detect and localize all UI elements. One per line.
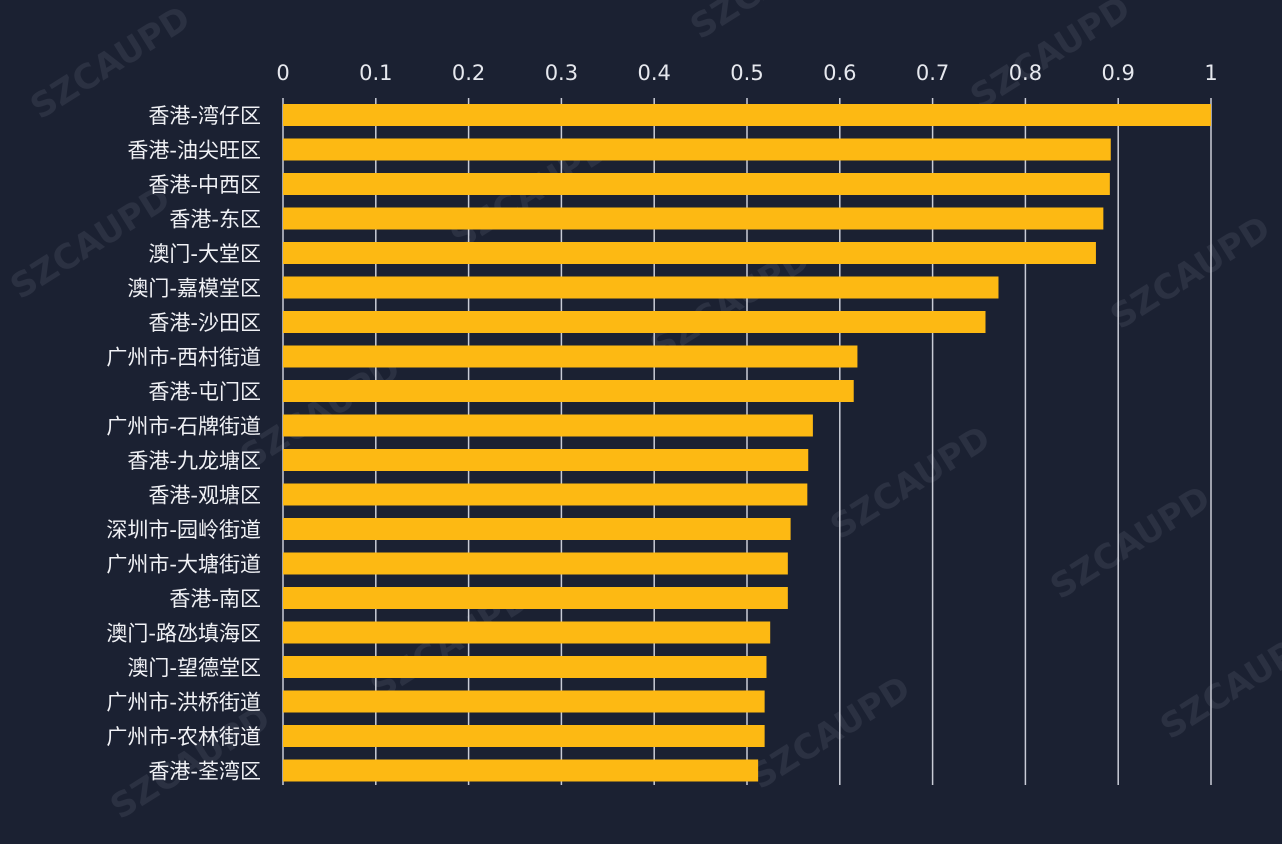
x-tick-label: 0 — [276, 61, 289, 85]
bar — [283, 173, 1110, 195]
watermark-text: SZCAUPD — [824, 418, 998, 547]
bar — [283, 345, 858, 368]
category-label: 澳门-路氹填海区 — [106, 622, 261, 646]
bar — [283, 311, 986, 333]
category-label: 澳门-望德堂区 — [127, 656, 261, 680]
bar — [283, 449, 809, 471]
bar — [283, 552, 788, 575]
category-label: 香港-东区 — [169, 208, 261, 232]
category-label: 广州市-农林街道 — [106, 725, 261, 749]
category-label: 香港-湾仔区 — [148, 104, 261, 128]
bar — [283, 518, 791, 540]
x-tick-label: 0.3 — [545, 61, 578, 85]
category-label: 香港-观塘区 — [148, 484, 261, 508]
category-label: 香港-油尖旺区 — [127, 139, 261, 163]
watermark-text: SZCAUPD — [964, 0, 1138, 118]
bar — [283, 242, 1096, 264]
x-tick-label: 0.9 — [1101, 61, 1134, 85]
watermark-text: SZCAUPD — [1104, 208, 1278, 337]
x-tick-label: 0.8 — [1009, 61, 1042, 85]
category-label: 澳门-嘉模堂区 — [127, 277, 261, 301]
category-label: 香港-荃湾区 — [148, 760, 261, 784]
x-axis-ticks: 0 0.1 0.2 0.3 0.4 0.5 0.6 0.7 0.8 0.9 1 — [276, 61, 1217, 85]
bar — [283, 621, 771, 644]
x-tick-label: 0.1 — [359, 61, 392, 85]
bar — [283, 483, 808, 506]
watermark-text: SZCAUPD — [1154, 618, 1282, 747]
category-label: 深圳市-园岭街道 — [106, 518, 261, 542]
bar — [283, 725, 765, 747]
category-label: 香港-中西区 — [148, 173, 261, 197]
bars — [283, 104, 1211, 782]
category-label: 香港-南区 — [169, 587, 261, 611]
bar — [283, 656, 767, 678]
bar — [283, 414, 813, 437]
category-labels: 香港-湾仔区香港-油尖旺区香港-中西区香港-东区澳门-大堂区澳门-嘉模堂区香港-… — [106, 104, 261, 784]
bar — [283, 276, 999, 299]
category-label: 广州市-西村街道 — [106, 346, 261, 370]
category-label: 广州市-大塘街道 — [106, 553, 261, 577]
category-label: 香港-屯门区 — [148, 380, 261, 404]
x-tick-label: 0.7 — [916, 61, 949, 85]
bar — [283, 104, 1211, 126]
bar — [283, 690, 765, 713]
category-label: 广州市-石牌街道 — [106, 415, 261, 439]
x-tick-label: 0.4 — [637, 61, 670, 85]
x-tick-label: 0.2 — [452, 61, 485, 85]
x-tick-label: 1 — [1204, 61, 1217, 85]
x-tick-label: 0.6 — [823, 61, 856, 85]
watermark-text: SZCAUPD — [1044, 478, 1218, 607]
bar — [283, 380, 854, 402]
category-label: 香港-九龙塘区 — [127, 449, 261, 473]
category-label: 澳门-大堂区 — [148, 242, 261, 266]
bar — [283, 138, 1111, 161]
bar — [283, 759, 759, 782]
category-label: 香港-沙田区 — [148, 311, 261, 335]
x-tick-label: 0.5 — [730, 61, 763, 85]
watermark-text: SZCAUPD — [684, 0, 858, 48]
bar — [283, 587, 788, 609]
category-label: 广州市-洪桥街道 — [106, 691, 261, 715]
bar — [283, 207, 1104, 230]
watermark-text: SZCAUPD — [744, 668, 918, 797]
